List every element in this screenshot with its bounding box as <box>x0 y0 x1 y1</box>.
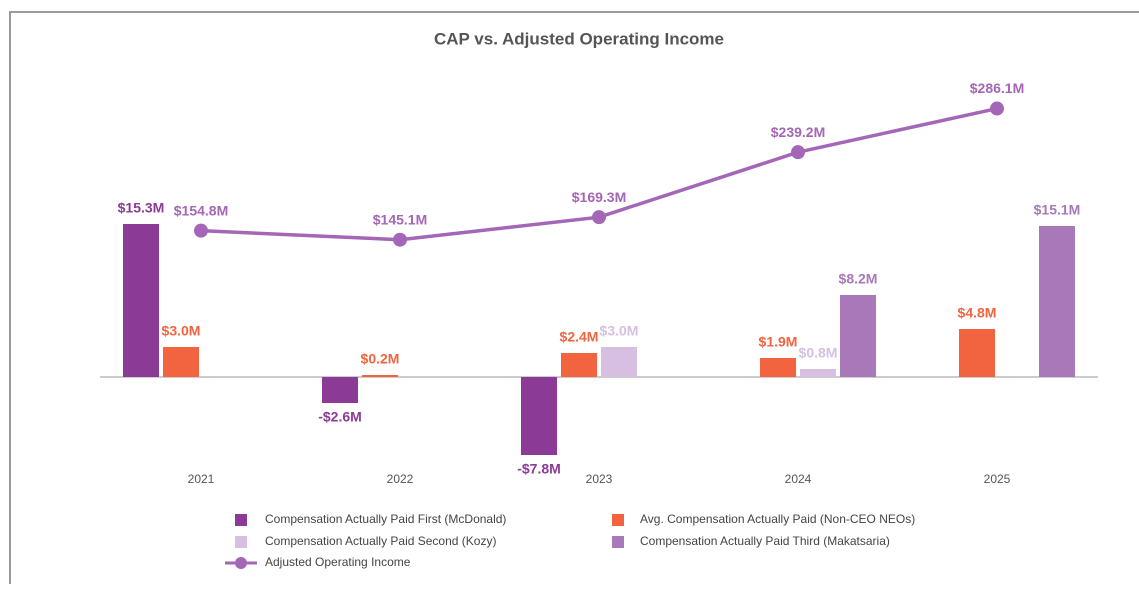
legend-label: Compensation Actually Paid First (McDona… <box>265 512 506 526</box>
data-label: $3.0M <box>162 323 201 339</box>
bar <box>561 353 597 377</box>
x-tick-label: 2023 <box>586 472 613 486</box>
bar <box>760 358 796 377</box>
chart-title: CAP vs. Adjusted Operating Income <box>434 29 724 48</box>
line-point <box>194 223 208 238</box>
bar <box>800 369 836 377</box>
data-label: $169.3M <box>572 189 626 205</box>
data-label: $286.1M <box>970 80 1024 96</box>
x-tick-label: 2024 <box>785 472 812 486</box>
data-label: $15.1M <box>1034 202 1081 218</box>
bar <box>362 375 398 377</box>
bar <box>601 347 637 377</box>
line-point <box>990 101 1004 116</box>
legend-label: Compensation Actually Paid Third (Makats… <box>640 534 890 548</box>
x-tick-label: 2025 <box>984 472 1011 486</box>
x-tick-label: 2021 <box>188 472 215 486</box>
legend-label: Compensation Actually Paid Second (Kozy) <box>265 534 496 548</box>
data-label: $8.2M <box>839 271 878 287</box>
bar <box>163 347 199 377</box>
data-label: -$7.8M <box>517 461 561 477</box>
legend-swatch <box>235 536 247 548</box>
data-label: $3.0M <box>600 323 639 339</box>
legend-swatch <box>235 557 247 569</box>
bar <box>123 224 159 377</box>
data-label: $154.8M <box>174 202 228 218</box>
bar <box>840 295 876 377</box>
data-label: $0.8M <box>799 345 838 361</box>
legend-label: Adjusted Operating Income <box>265 555 411 569</box>
line-point <box>592 210 606 225</box>
data-label: $2.4M <box>560 329 599 345</box>
bar <box>1039 226 1075 377</box>
data-label: $15.3M <box>118 200 165 216</box>
data-label: $1.9M <box>759 334 798 350</box>
data-label: $239.2M <box>771 124 825 140</box>
bar <box>521 377 557 455</box>
legend-swatch <box>612 514 624 526</box>
data-label: $145.1M <box>373 211 427 227</box>
legend-label: Avg. Compensation Actually Paid (Non-CEO… <box>640 512 915 526</box>
legend-swatch <box>612 536 624 548</box>
data-label: $0.2M <box>361 351 400 367</box>
data-label: -$2.6M <box>318 409 362 425</box>
data-label: $4.8M <box>958 305 997 321</box>
line-point <box>791 145 805 160</box>
bar <box>959 329 995 377</box>
x-tick-label: 2022 <box>387 472 414 486</box>
line-point <box>393 232 407 247</box>
bar <box>322 377 358 403</box>
legend-swatch <box>235 514 247 526</box>
frame <box>9 11 1139 589</box>
